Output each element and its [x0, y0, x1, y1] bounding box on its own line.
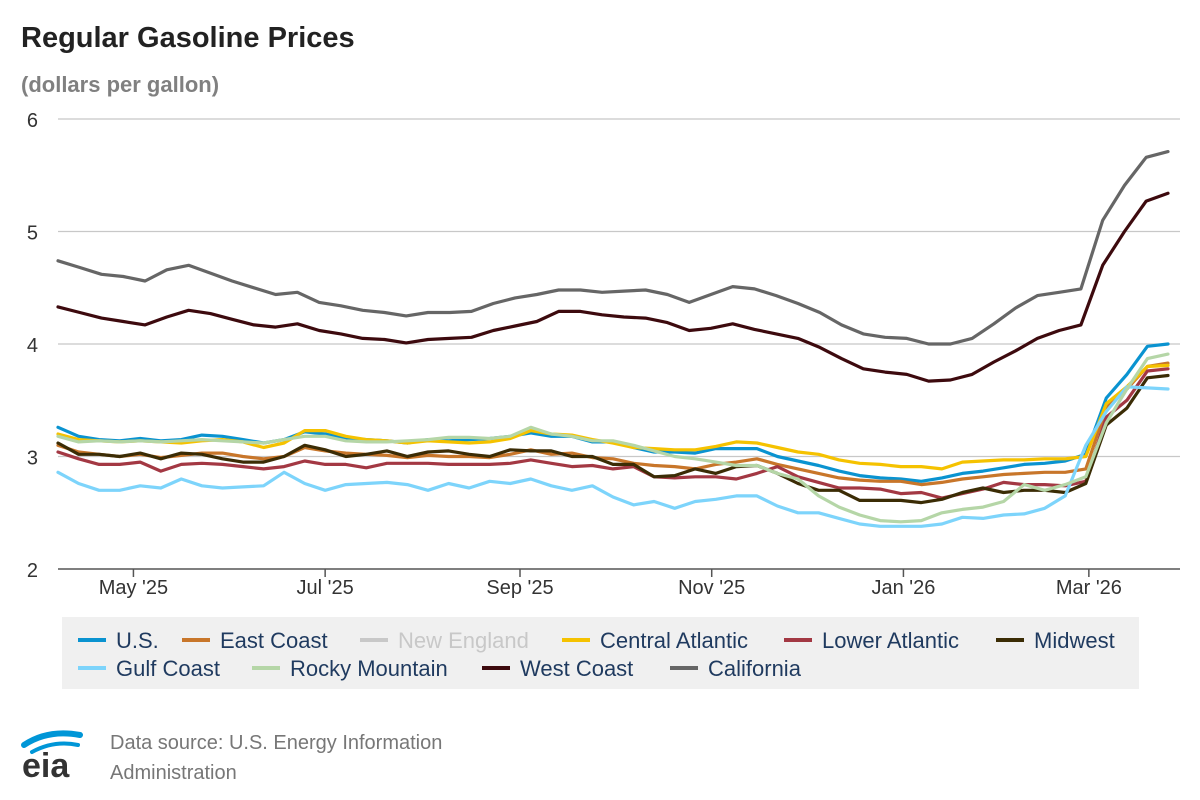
x-axis: May '25 Jul '25 Sep '25 Nov '25 Jan '26 Mar '…	[58, 568, 1180, 599]
legend-item-east-coast[interactable]: East Coast	[182, 628, 328, 653]
logo-swoosh-upper	[21, 730, 83, 748]
y-tick-label: 4	[27, 335, 38, 357]
legend-item-midwest[interactable]: Midwest	[996, 628, 1115, 653]
legend-background	[62, 617, 1139, 689]
x-tick-label: Mar '26	[1056, 577, 1122, 599]
legend-label: East Coast	[220, 628, 328, 653]
y-axis: 2 3 4 5 6	[27, 110, 38, 582]
series-line-lower-atlantic[interactable]	[56, 367, 1170, 500]
x-tick-label: Nov '25	[678, 577, 745, 599]
gridlines	[58, 118, 1180, 458]
y-tick-label: 3	[27, 448, 38, 470]
legend-item-central-atlantic[interactable]: Central Atlantic	[562, 628, 748, 653]
legend-label: New England	[398, 628, 529, 653]
legend-label: California	[708, 656, 802, 681]
data-source-line-1: Data source: U.S. Energy Information	[110, 732, 443, 754]
x-tick-label: Sep '25	[486, 577, 553, 599]
legend: U.S. East Coast New England Central Atlanti…	[62, 617, 1139, 689]
series-line-california[interactable]	[56, 150, 1170, 346]
legend-label: Gulf Coast	[116, 656, 220, 681]
x-tick-label: May '25	[99, 577, 168, 599]
series-line-rocky-mountain[interactable]	[56, 352, 1170, 524]
data-source-note: Data source: U.S. Energy Information Adm…	[110, 728, 510, 788]
series-line-midwest[interactable]	[56, 373, 1170, 505]
legend-label: Midwest	[1034, 628, 1115, 653]
legend-item-west-coast[interactable]: West Coast	[482, 656, 633, 681]
legend-item-gulf-coast[interactable]: Gulf Coast	[78, 656, 220, 681]
legend-label: Lower Atlantic	[822, 628, 959, 653]
logo-swoosh-lower	[30, 741, 80, 754]
chart-subtitle: (dollars per gallon)	[21, 72, 220, 97]
y-tick-label: 6	[27, 110, 38, 132]
y-tick-label: 2	[27, 560, 38, 582]
chart-title: Regular Gasoline Prices	[21, 22, 355, 54]
legend-label: U.S.	[116, 628, 159, 653]
x-tick-label: Jan '26	[871, 577, 935, 599]
legend-item-lower-atlantic[interactable]: Lower Atlantic	[784, 628, 959, 653]
legend-label: Rocky Mountain	[290, 656, 448, 681]
series-line-east-coast[interactable]	[56, 361, 1170, 487]
series-line-gulf-coast[interactable]	[56, 385, 1170, 528]
legend-label: Central Atlantic	[600, 628, 748, 653]
legend-label: West Coast	[520, 656, 633, 681]
x-tick-label: Jul '25	[297, 577, 354, 599]
data-source-line-2: Administration	[110, 762, 237, 784]
eia-logo-graphic: eia	[21, 730, 83, 785]
series-line-west-coast[interactable]	[56, 191, 1170, 383]
legend-item-california[interactable]: California	[670, 656, 802, 681]
logo-text: eia	[22, 747, 70, 785]
eia-logo[interactable]: eia	[18, 725, 98, 790]
legend-item-u-s[interactable]: U.S.	[78, 628, 159, 653]
legend-item-new-england[interactable]: New England	[360, 628, 529, 653]
series-lines	[56, 150, 1170, 528]
legend-item-rocky-mountain[interactable]: Rocky Mountain	[252, 656, 448, 681]
y-tick-label: 5	[27, 223, 38, 245]
